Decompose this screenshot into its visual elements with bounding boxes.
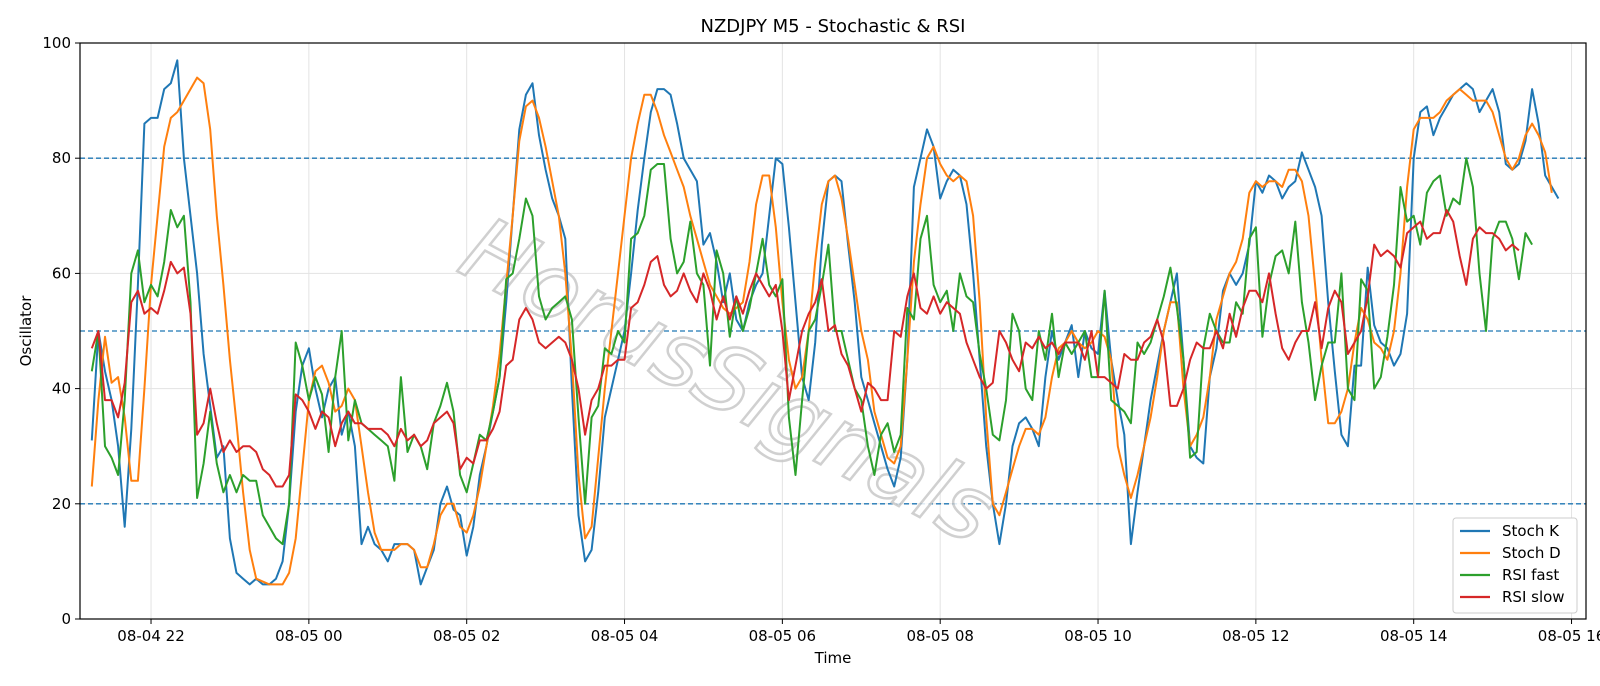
plot-frame (79, 42, 1587, 620)
y-tick-label: 40 (52, 380, 71, 398)
series-line-stoch-d (90, 76, 1553, 586)
x-axis-title: Time (814, 649, 852, 667)
legend: Stoch K Stoch D RSI fast RSI slow (1452, 517, 1578, 614)
x-tick-label: 08-04 22 (117, 627, 184, 645)
x-tick-label: 08-05 08 (906, 627, 973, 645)
legend-label-stoch-k: Stoch K (1502, 522, 1560, 540)
x-tick-label: 08-05 14 (1380, 627, 1447, 645)
legend-label-stoch-d: Stoch D (1502, 544, 1561, 562)
reference-lines (80, 157, 1586, 505)
y-tick-label: 20 (52, 495, 71, 513)
x-tick-label: 08-05 00 (275, 627, 342, 645)
x-tick-label: 08-05 12 (1222, 627, 1289, 645)
series-layer (90, 59, 1560, 586)
y-tick-label: 60 (52, 264, 71, 282)
series-line-rsi-fast (90, 157, 1533, 546)
x-tick-label: 08-05 06 (749, 627, 816, 645)
y-axis-title: Oscillator (17, 295, 35, 367)
x-axis-ticks: 08-04 22 08-05 00 08-05 02 08-05 04 08-05 06… (117, 619, 1600, 645)
y-tick-label: 100 (42, 34, 71, 52)
series-line-stoch-k (90, 59, 1560, 586)
x-tick-label: 08-05 02 (433, 627, 500, 645)
legend-box (1452, 517, 1578, 614)
legend-label-rsi-slow: RSI slow (1502, 588, 1565, 606)
x-tick-label: 08-05 04 (591, 627, 658, 645)
y-tick-label: 0 (61, 610, 71, 628)
x-tick-label: 08-05 10 (1064, 627, 1131, 645)
y-tick-label: 80 (52, 149, 71, 167)
legend-label-rsi-fast: RSI fast (1502, 566, 1559, 584)
y-axis-ticks: 0 20 40 60 80 100 (42, 34, 80, 628)
series-line-rsi-slow (90, 209, 1520, 488)
chart-title: NZDJPY M5 - Stochastic & RSI (701, 16, 966, 37)
x-tick-label: 08-05 16 (1538, 627, 1600, 645)
